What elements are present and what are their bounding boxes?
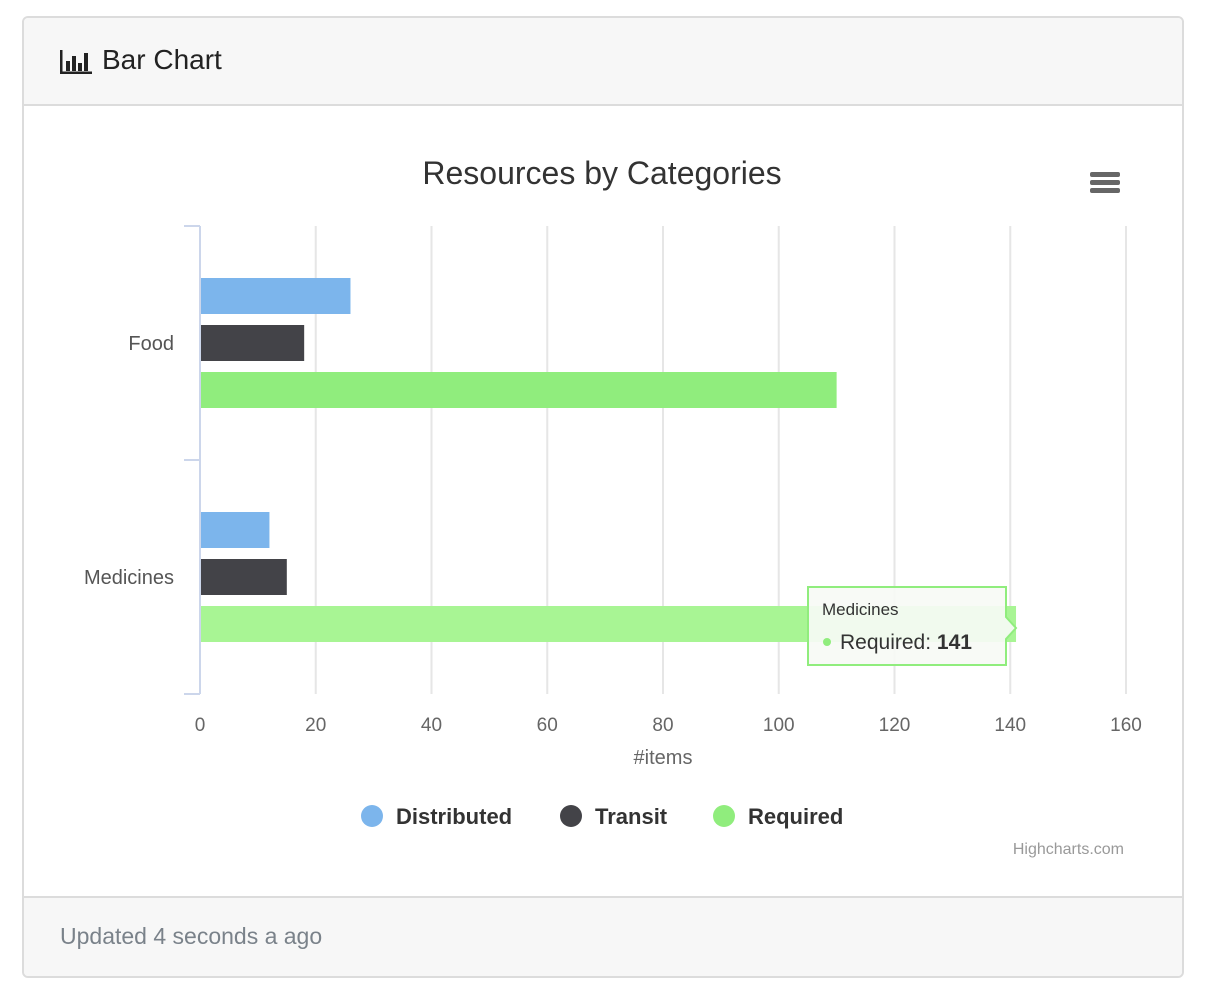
x-tick-label: 80 (652, 715, 673, 736)
x-tick-label: 100 (763, 715, 795, 736)
x-tick-label: 20 (305, 715, 326, 736)
tooltip-category: Medicines (822, 600, 899, 619)
x-tick-label: 40 (421, 715, 442, 736)
update-status: Updated 4 seconds a ago (60, 923, 323, 949)
legend-item-distributed[interactable]: Distributed (361, 804, 512, 829)
chart-svg: Resources by Categories 0 20 40 60 80 100 120 14… (84, 155, 1142, 858)
chart-card: Bar Chart Resources by Categories 0 20 40 60… (22, 16, 1184, 978)
card-footer: Updated 4 seconds a ago (24, 896, 1182, 976)
x-tick-label: 60 (537, 715, 558, 736)
chart-area: Resources by Categories 0 20 40 60 80 100 120 14… (24, 106, 1182, 896)
x-tick-label: 140 (994, 715, 1026, 736)
tooltip-series-name: Required: (840, 631, 937, 654)
bar-chart-icon (60, 50, 92, 74)
legend-item-required[interactable]: Required (713, 804, 843, 829)
legend-label: Distributed (396, 804, 512, 829)
bar-required-food[interactable] (201, 372, 837, 408)
highcharts-credits-link[interactable]: Highcharts.com (1013, 841, 1124, 858)
legend-marker (361, 805, 383, 827)
legend-marker (560, 805, 582, 827)
x-axis-title: #items (634, 747, 693, 769)
bar-transit-food[interactable] (201, 325, 305, 361)
bar-distributed-medicines[interactable] (201, 512, 270, 548)
x-tick-label: 0 (195, 715, 206, 736)
tooltip-box (807, 586, 1018, 666)
tooltip-value: 141 (937, 631, 972, 654)
category-label: Food (128, 333, 174, 355)
x-tick-label: 120 (879, 715, 911, 736)
legend-label: Transit (595, 804, 668, 829)
tooltip-series-marker (823, 638, 831, 646)
card-header: Bar Chart (24, 18, 1182, 106)
x-tick-label: 160 (1110, 715, 1142, 736)
hamburger-menu-icon[interactable] (1090, 172, 1120, 193)
tooltip-value-line: Required: 141 (840, 631, 972, 654)
chart-title: Resources by Categories (422, 155, 781, 191)
card-title: Bar Chart (102, 44, 222, 75)
bar-distributed-food[interactable] (201, 278, 351, 314)
legend-item-transit[interactable]: Transit (560, 804, 668, 829)
category-label: Medicines (84, 567, 174, 589)
legend-marker (713, 805, 735, 827)
legend-label: Required (748, 804, 843, 829)
bar-transit-medicines[interactable] (201, 559, 287, 595)
